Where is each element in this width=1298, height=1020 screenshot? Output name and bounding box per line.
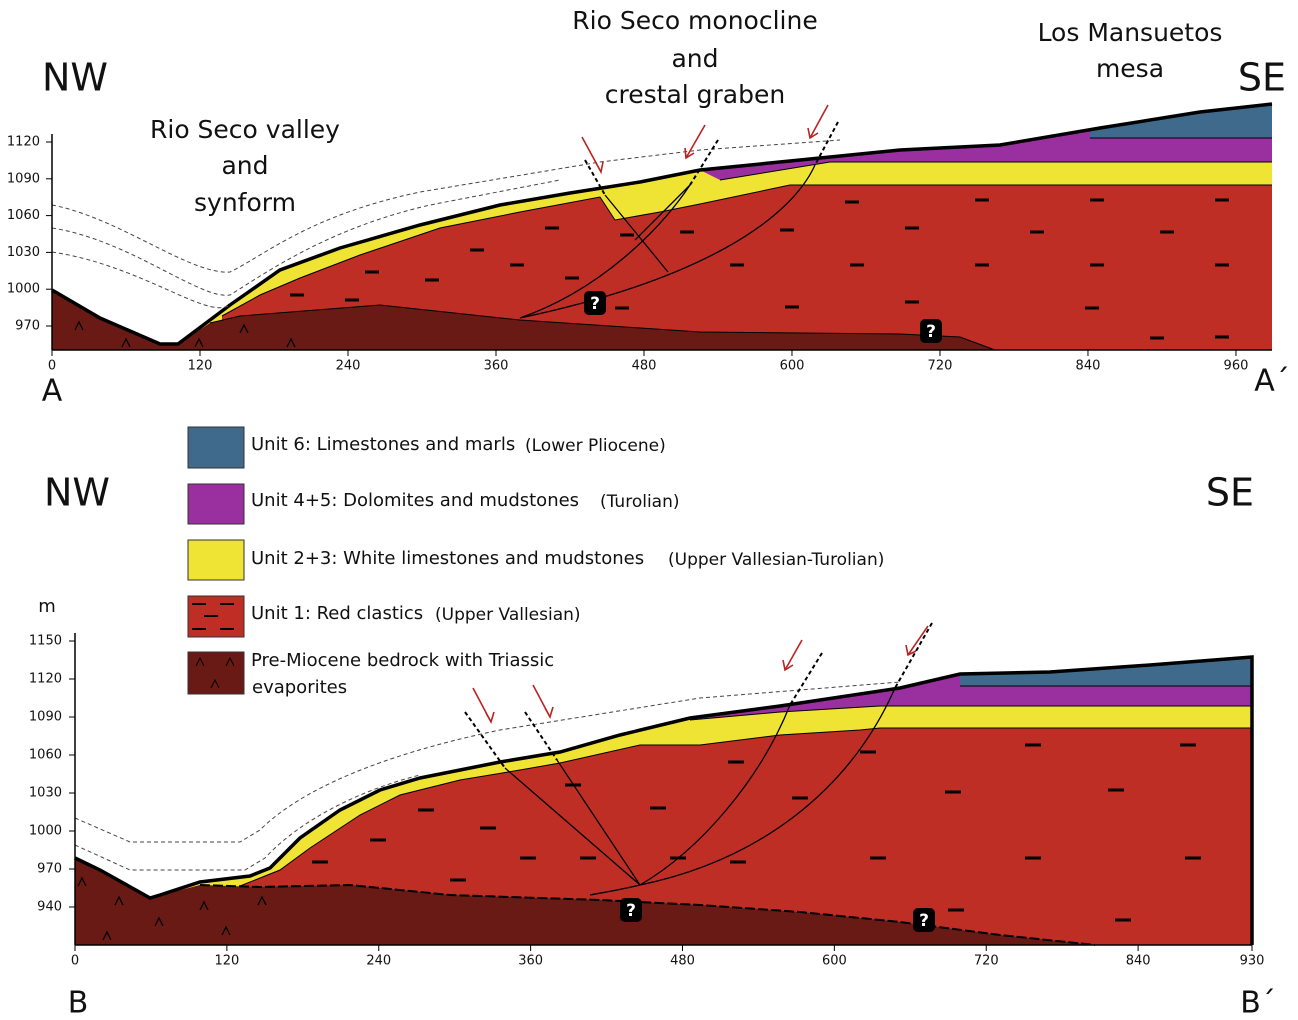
annotation-line: synform (194, 188, 296, 217)
y-tick-label: 1030 (29, 785, 62, 800)
x-tick-label: 600 (822, 954, 847, 969)
y-tick-label: 1060 (7, 208, 40, 223)
x-tick-label: 960 (1224, 359, 1249, 374)
swatch-bedrock (188, 652, 244, 694)
x-tick-label: 240 (336, 359, 361, 374)
swatch-unit-4-5 (188, 484, 244, 524)
annotation-line: and (671, 44, 718, 73)
y-tick-label: 970 (37, 861, 62, 876)
y-tick-label: 1000 (7, 282, 40, 297)
x-tick-label: 360 (484, 359, 509, 374)
x-tick-label: 480 (632, 359, 657, 374)
direction-label: SE (1206, 471, 1254, 515)
x-tick-label: 240 (366, 954, 391, 969)
section-b-geology (75, 623, 1252, 945)
section-end-label: B (68, 986, 89, 1020)
unknown-marker: ? (590, 294, 600, 314)
y-tick-label: 1120 (29, 671, 62, 686)
legend-age: (Turolian) (600, 492, 680, 512)
unknown-marker: ? (926, 322, 936, 342)
x-tick-label: 360 (518, 954, 543, 969)
legend-age: (Upper Vallesian) (435, 605, 581, 625)
unknown-marker: ? (919, 911, 929, 931)
y-unit-label: m (38, 596, 56, 617)
x-tick-label: 120 (188, 359, 213, 374)
legend-age: evaporites (252, 677, 347, 698)
unit-6-fill (1090, 104, 1272, 138)
y-tick-label: 1120 (7, 134, 40, 149)
y-tick-label: 940 (37, 900, 62, 915)
y-tick-label: 1030 (7, 245, 40, 260)
legend-name: Unit 1: Red clastics (251, 603, 423, 624)
annotation-line: and (221, 151, 268, 180)
x-tick-label: 480 (670, 954, 695, 969)
x-tick-label: 0 (48, 359, 56, 374)
direction-label: NW (42, 56, 108, 100)
x-tick-label: 720 (974, 954, 999, 969)
legend-age: (Lower Pliocene) (525, 436, 666, 456)
unknown-marker: ? (626, 901, 636, 921)
annotation-line: mesa (1096, 54, 1164, 83)
x-tick-label: 600 (780, 359, 805, 374)
y-tick-label: 1000 (29, 823, 62, 838)
y-tick-label: 1090 (29, 709, 62, 724)
direction-label: NW (44, 471, 110, 515)
section-end-label: B´ (1240, 986, 1276, 1020)
annotation-line: Los Mansuetos (1038, 18, 1223, 47)
legend-swatches (188, 427, 244, 694)
annotation-line: Rio Seco valley (150, 115, 340, 144)
y-tick-label: 1150 (29, 633, 62, 648)
x-tick-label: 120 (214, 954, 239, 969)
legend-name: Unit 2+3: White limestones and mudstones (251, 548, 644, 569)
x-tick-label: 840 (1126, 954, 1151, 969)
section-end-label: A´ (1254, 364, 1290, 399)
legend-name: Pre-Miocene bedrock with Triassic (251, 650, 554, 671)
section-end-label: A (42, 374, 63, 409)
x-tick-label: 0 (71, 954, 79, 969)
legend-age: (Upper Vallesian-Turolian) (668, 550, 884, 570)
y-tick-label: 1090 (7, 171, 40, 186)
legend-name: Unit 6: Limestones and marls (251, 434, 515, 455)
direction-label: SE (1238, 56, 1286, 100)
annotation-line: Rio Seco monocline (572, 6, 817, 35)
swatch-unit-6 (188, 427, 244, 468)
annotation-line: crestal graben (605, 80, 785, 109)
y-tick-label: 970 (15, 319, 40, 334)
x-tick-label: 930 (1240, 954, 1265, 969)
legend-name: Unit 4+5: Dolomites and mudstones (251, 490, 579, 511)
swatch-unit-2-3 (188, 540, 244, 580)
y-tick-label: 1060 (29, 747, 62, 762)
x-tick-label: 840 (1076, 359, 1101, 374)
x-tick-label: 720 (928, 359, 953, 374)
cross-section-figure: 0 120 240 360 480 600 720 840 960 970 1000 1030 1060… (0, 0, 1298, 1020)
